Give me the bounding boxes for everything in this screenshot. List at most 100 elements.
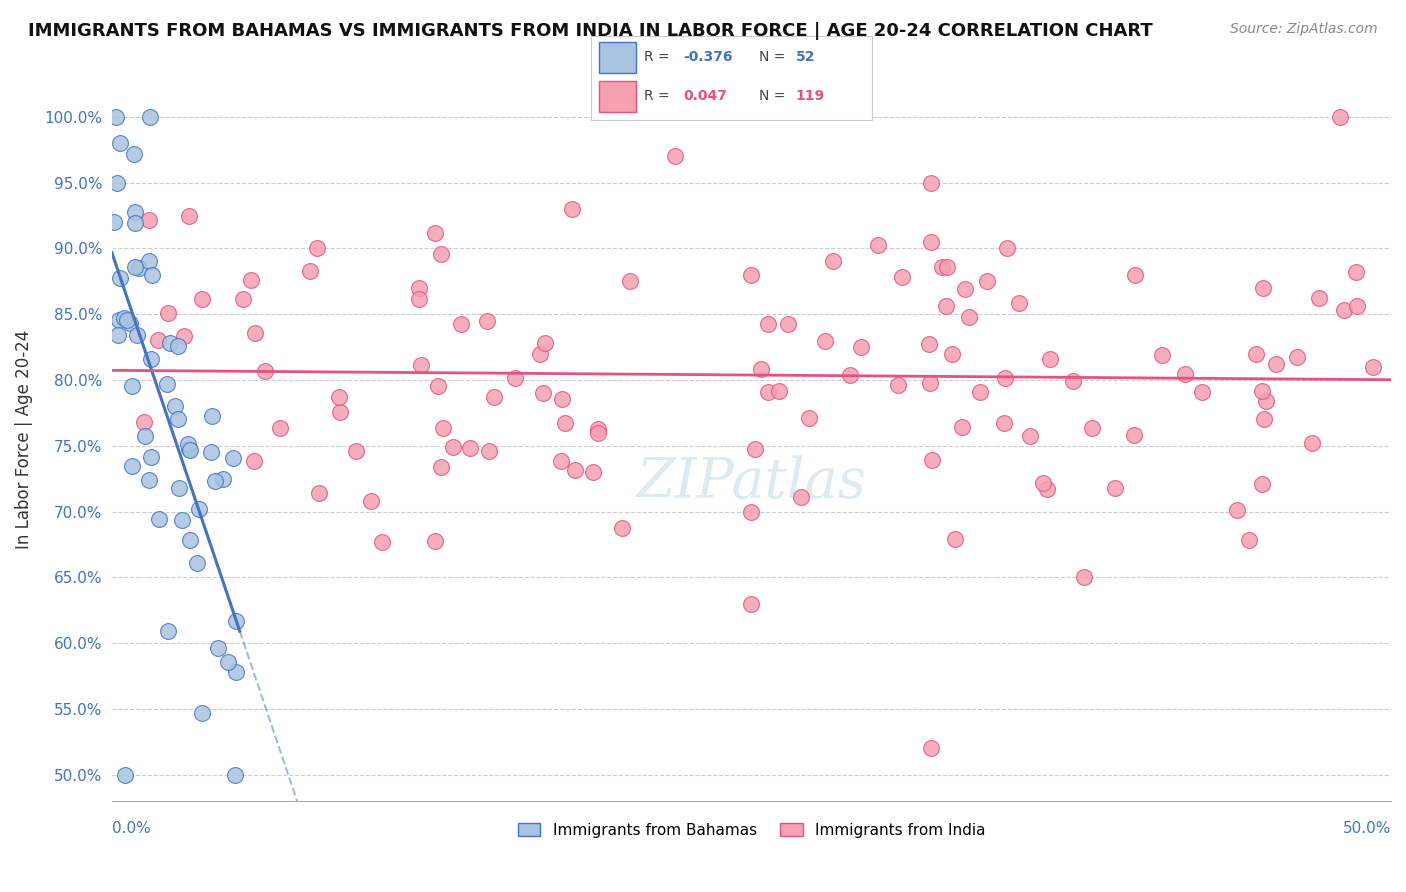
Point (612, 520, 634, 534)
Point (1265, 357, 1288, 371)
Point (790, 490, 813, 504)
Text: N =: N = (759, 89, 790, 103)
Point (191, 293, 214, 307)
Point (118, 316, 141, 330)
Point (484, 390, 506, 404)
Point (408, 292, 430, 306)
Point (768, 384, 790, 399)
Point (305, 242, 328, 256)
Point (201, 409, 224, 423)
Point (122, 147, 145, 161)
Point (298, 264, 321, 278)
Point (124, 204, 146, 219)
Point (105, 110, 128, 124)
Point (165, 399, 187, 413)
Point (411, 358, 433, 372)
Point (430, 460, 453, 475)
Point (179, 443, 201, 458)
Text: -0.376: -0.376 (683, 50, 733, 64)
Point (749, 362, 772, 376)
Point (138, 473, 160, 487)
Point (1251, 281, 1274, 295)
Point (1123, 268, 1146, 282)
Point (112, 311, 135, 326)
Point (432, 420, 454, 434)
Point (139, 450, 162, 464)
Point (920, 235, 942, 249)
Point (1104, 481, 1126, 495)
Point (554, 417, 576, 431)
Point (441, 440, 464, 454)
Point (243, 326, 266, 341)
Point (138, 253, 160, 268)
Point (950, 420, 973, 434)
Point (994, 371, 1017, 385)
Point (814, 334, 837, 348)
Point (1285, 350, 1308, 364)
Point (232, 292, 254, 306)
Point (917, 336, 939, 351)
Point (582, 465, 605, 479)
Point (740, 268, 762, 282)
Point (953, 282, 976, 296)
Point (969, 384, 991, 399)
Bar (599, 81, 636, 112)
Point (588, 425, 610, 440)
Point (167, 412, 190, 426)
Point (1251, 476, 1274, 491)
Point (188, 501, 211, 516)
Point (134, 428, 156, 442)
Point (217, 655, 239, 669)
Point (108, 136, 131, 151)
Text: 0.0%: 0.0% (112, 821, 150, 836)
Point (931, 260, 953, 275)
Text: R =: R = (644, 50, 673, 64)
Point (823, 254, 845, 268)
Point (550, 454, 572, 468)
Point (204, 474, 226, 488)
Point (225, 614, 247, 628)
Point (156, 377, 179, 392)
Point (124, 260, 146, 275)
Point (1362, 360, 1385, 375)
Point (186, 556, 208, 570)
Point (529, 347, 551, 361)
Point (166, 339, 188, 353)
Point (664, 149, 686, 163)
Legend: Immigrants from Bahamas, Immigrants from India: Immigrants from Bahamas, Immigrants from… (512, 816, 991, 844)
Point (243, 454, 266, 468)
Point (329, 405, 352, 419)
Point (744, 442, 766, 456)
Point (920, 741, 942, 756)
Point (423, 226, 446, 240)
Text: ZIPatlas: ZIPatlas (637, 455, 866, 510)
Text: 119: 119 (796, 89, 825, 103)
Point (269, 421, 291, 435)
Point (148, 512, 170, 526)
Point (564, 463, 586, 477)
Point (253, 364, 276, 378)
Point (179, 533, 201, 548)
Point (1032, 476, 1054, 491)
Point (328, 390, 350, 404)
Point (108, 271, 131, 285)
Point (920, 176, 942, 190)
Point (177, 442, 200, 457)
Point (740, 505, 762, 519)
Point (531, 386, 554, 401)
Point (740, 597, 762, 611)
Point (868, 238, 890, 252)
Point (239, 273, 262, 287)
Point (139, 352, 162, 367)
Point (943, 532, 966, 546)
Point (1036, 482, 1059, 496)
Point (935, 260, 957, 274)
Point (993, 416, 1015, 430)
Point (1073, 570, 1095, 584)
Point (588, 422, 610, 436)
Point (211, 472, 233, 486)
Point (222, 451, 245, 466)
Point (128, 260, 150, 275)
Point (132, 415, 155, 429)
Point (157, 624, 180, 639)
